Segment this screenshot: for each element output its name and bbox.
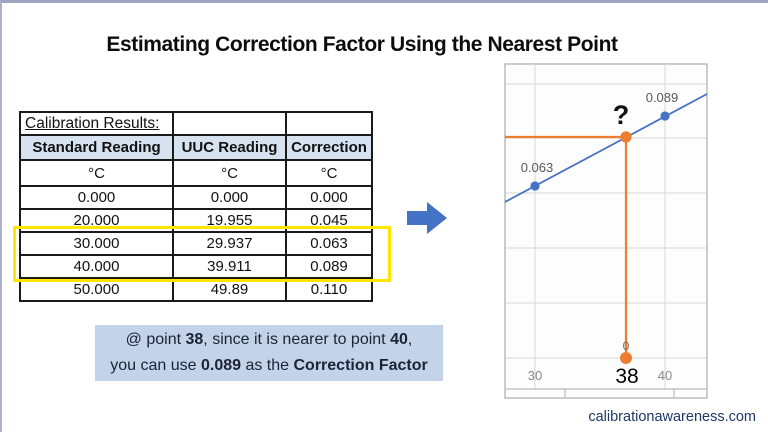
table-cell: 40.000 xyxy=(19,254,174,279)
note-line-2: you can use 0.089 as the Correction Fact… xyxy=(95,353,443,379)
note-box: @ point 38, since it is nearer to point … xyxy=(95,325,443,381)
x-tick-40: 40 xyxy=(658,368,672,383)
note-text-segment: 40 xyxy=(390,331,408,348)
column-header-uuc-reading: UUC Reading xyxy=(172,134,287,161)
column-header-standard-reading: Standard Reading xyxy=(19,134,174,161)
x-tick-30: 30 xyxy=(528,368,542,383)
table-cell: 39.911 xyxy=(172,254,287,279)
table-header-row: Standard Reading UUC Reading Correction xyxy=(19,134,373,161)
question-mark-label: ? xyxy=(613,100,630,130)
table-units-row: °C °C °C xyxy=(19,159,373,187)
note-text-segment: you can use xyxy=(110,357,201,374)
data-point-40 xyxy=(660,111,670,121)
slide-title: Estimating Correction Factor Using the N… xyxy=(106,33,618,56)
axis-point-38 xyxy=(620,352,632,364)
table-cell: 49.89 xyxy=(172,277,287,302)
table-cell: 0.000 xyxy=(172,185,287,210)
calibration-table: Calibration Results: Standard Reading UU… xyxy=(19,111,373,302)
table-row: 0.000 0.000 0.000 xyxy=(19,185,373,210)
table-caption: Calibration Results: xyxy=(25,114,160,132)
chart-border xyxy=(504,63,708,399)
note-text-segment: 0.089 xyxy=(200,357,242,374)
table-caption-empty-cell xyxy=(172,111,287,136)
data-point-30 xyxy=(530,181,540,191)
right-arrow-icon xyxy=(407,202,447,234)
unit-cell: °C xyxy=(172,159,287,187)
table-cell: 19.955 xyxy=(172,208,287,233)
table-cell: 50.000 xyxy=(19,277,174,302)
table-row: 30.000 29.937 0.063 xyxy=(19,231,373,256)
table-cell: 0.110 xyxy=(285,277,373,302)
table-caption-cell: Calibration Results: xyxy=(19,111,174,136)
table-row: 20.000 19.955 0.045 xyxy=(19,208,373,233)
label-0089: 0.089 xyxy=(646,90,679,105)
note-text-segment: Correction Factor xyxy=(293,357,428,374)
table-cell: 20.000 xyxy=(19,208,174,233)
table-cell: 30.000 xyxy=(19,231,174,256)
x-tick-38: 38 xyxy=(615,365,638,388)
table-cell: 29.937 xyxy=(172,231,287,256)
column-header-correction: Correction xyxy=(285,134,373,161)
table-cell: 0.000 xyxy=(285,185,373,210)
label-0063: 0.063 xyxy=(521,160,554,175)
table-caption-empty-cell xyxy=(285,111,373,136)
note-line-1: @ point 38, since it is nearer to point … xyxy=(95,327,443,353)
table-cell: 0.045 xyxy=(285,208,373,233)
note-text-segment: 38 xyxy=(185,331,204,348)
table-row: 50.000 49.89 0.110 xyxy=(19,277,373,302)
table-caption-row: Calibration Results: xyxy=(19,111,373,136)
calibration-table-body: 0.000 0.000 0.000 20.000 19.955 0.045 30.000 29… xyxy=(19,185,373,302)
table-row: 40.000 39.911 0.089 xyxy=(19,254,373,279)
note-text-segment: , xyxy=(407,331,413,348)
table-cell: 0.000 xyxy=(19,185,174,210)
chart-x-axis xyxy=(506,388,706,397)
unit-cell: °C xyxy=(19,159,174,187)
footer-url: calibrationawareness.com xyxy=(588,409,756,425)
estimated-point-38 xyxy=(620,131,632,143)
zero-label: 0 xyxy=(623,339,630,353)
chart-gridlines xyxy=(506,65,706,389)
note-text-segment: @ point xyxy=(125,331,186,348)
slide-canvas: Estimating Correction Factor Using the N… xyxy=(2,3,768,432)
table-cell: 0.063 xyxy=(285,231,373,256)
note-text-segment: as the xyxy=(241,357,294,374)
correction-chart: 0.063 0.089 ? 0 30 38 40 xyxy=(504,63,708,399)
unit-cell: °C xyxy=(285,159,373,187)
note-text-segment: , since it is nearer to point xyxy=(203,331,391,348)
table-cell: 0.089 xyxy=(285,254,373,279)
